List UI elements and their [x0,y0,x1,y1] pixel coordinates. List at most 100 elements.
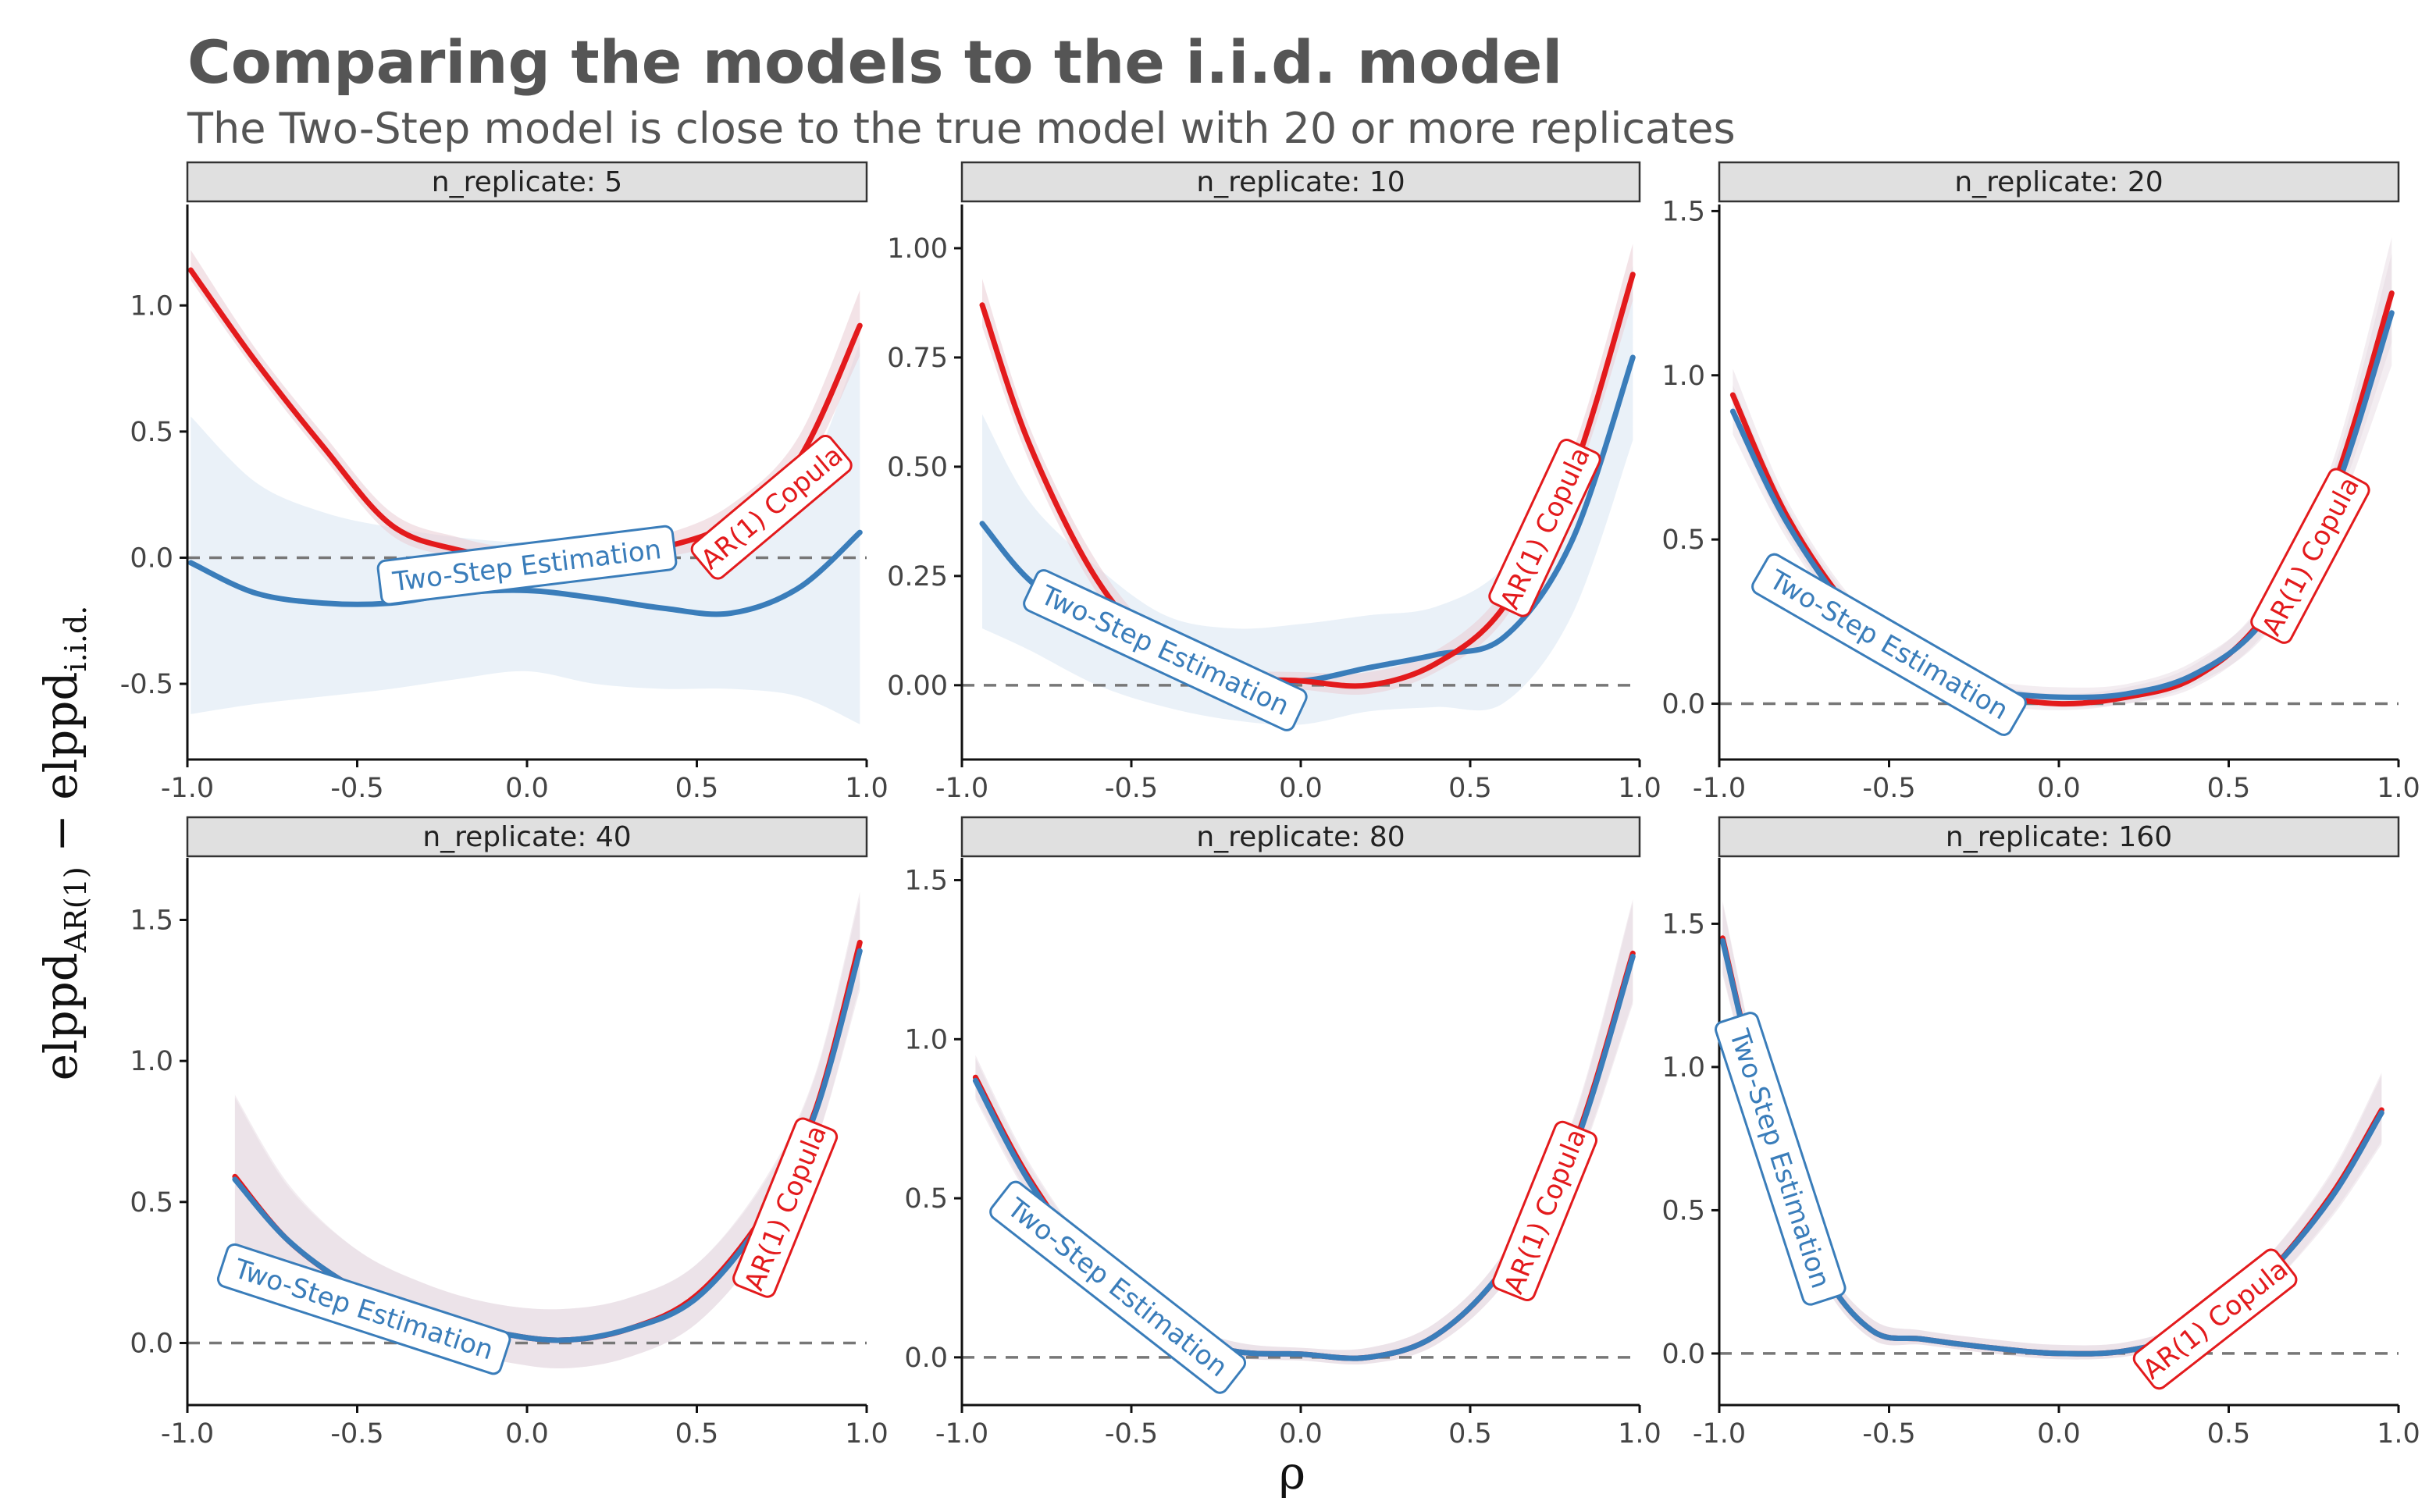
x-tick-label: 0.5 [675,773,719,804]
y-tick-label: 0.0 [130,1329,173,1360]
y-tick-label: 0.5 [130,417,173,448]
panels-group: n_replicate: 5 -1.0 -0.5 0.0 0.5 1.0 -0.5 0.0 0.… [120,161,2420,1450]
copula-curve-label: AR(1) Copula [2132,1248,2298,1390]
y-tick-label: 0.5 [904,1183,948,1215]
x-tick-label: 0.5 [2207,773,2251,804]
two-step-curve-label: Two-Step Estimation [1751,553,2027,736]
x-tick-label: 0.0 [2037,773,2081,804]
two-step-line [972,953,1636,1361]
two-step-curve-label-box [216,1243,511,1375]
y-axis-title-sub2: i.i.d. [59,606,93,672]
plot-area [1719,237,2399,710]
x-tick-label: -1.0 [935,773,988,804]
x-tick-label: 0.0 [1279,773,1323,804]
x-tick-label: -0.5 [330,773,383,804]
facet-strip-label: n_replicate: 80 [1196,821,1405,853]
y-tick-label: -0.5 [120,669,173,700]
copula-curve-label-text: AR(1) Copula [2256,471,2366,640]
x-tick-label: -0.5 [1105,773,1158,804]
y-tick-label: 0.0 [130,543,173,574]
chart-title: Comparing the models to the i.i.d. model [187,27,1562,97]
two-step-ci-band [191,343,860,724]
copula-curve-label-box [690,435,853,580]
facet-panel: n_replicate: 80 -1.0 -0.5 0.0 0.5 1.0 0.0 0.5 1.… [904,816,1661,1450]
x-tick-label: -1.0 [935,1418,988,1450]
two-step-curve-label-box [1751,553,2027,736]
y-tick-label: 0.0 [904,1343,948,1374]
x-tick-label: 0.0 [505,773,549,804]
x-tick-label: 0.0 [1279,1418,1323,1450]
two-step-curve-label-text: Two-Step Estimation [1001,1192,1234,1383]
copula-curve-label-box [732,1117,839,1298]
chart-subtitle: The Two-Step model is close to the true … [187,104,1736,153]
y-tick-label: 1.0 [1661,1052,1705,1083]
two-step-ci-band [982,265,1633,725]
facet-panel: n_replicate: 160 -1.0 -0.5 0.0 0.5 1.0 0.0 0.5 1… [1661,816,2420,1450]
facet-strip-label: n_replicate: 5 [432,166,622,198]
plot-area [962,899,1640,1365]
copula-ci-band [1733,237,2392,710]
x-tick-label: 1.0 [845,1418,889,1450]
x-tick-label: -1.0 [161,1418,214,1450]
y-tick-label: 0.5 [1661,1195,1705,1226]
two-step-curve-label-box [376,525,678,606]
facet-strip [186,816,868,858]
copula-curve-label: AR(1) Copula [1491,1120,1598,1301]
x-tick-label: -1.0 [161,773,214,804]
y-axis-title-base1: elppd [34,952,87,1080]
copula-curve-label-box [1488,439,1601,617]
two-step-line [187,529,863,617]
x-tick-label: -0.5 [330,1418,383,1450]
two-step-curve-label-box [989,1180,1247,1394]
facet-panel: n_replicate: 10 -1.0 -0.5 0.0 0.5 1.0 0.00 0.25… [887,161,1661,804]
x-tick-label: 1.0 [2377,773,2420,804]
y-tick-label: 0.25 [887,561,948,592]
facet-strip [186,161,868,203]
y-axis-title-base2: elppd [34,671,87,799]
two-step-curve-label: Two-Step Estimation [989,1180,1247,1394]
y-tick-label: 1.0 [904,1024,948,1055]
x-tick-label: 0.5 [1448,1418,1492,1450]
x-tick-label: 0.0 [2037,1418,2081,1450]
y-tick-label: 0.0 [1661,1339,1705,1370]
facet-strip [960,161,1641,203]
facet-panel: n_replicate: 40 -1.0 -0.5 0.0 0.5 1.0 0.0 0.5 1.… [130,816,889,1450]
two-step-line [1729,310,2395,700]
x-tick-label: 0.0 [505,1418,549,1450]
x-tick-label: 0.5 [1448,773,1492,804]
facet-strip-label: n_replicate: 20 [1954,166,2163,198]
y-tick-label: 1.5 [130,905,173,936]
facet-strip-label: n_replicate: 40 [422,821,631,853]
y-tick-label: 0.00 [887,671,948,702]
y-tick-label: 0.75 [887,343,948,374]
two-step-curve-label: Two-Step Estimation [1715,1012,1847,1306]
x-tick-label: 1.0 [1618,773,1661,804]
facet-strip [1718,816,2400,858]
y-tick-label: 1.5 [904,866,948,897]
copula-curve-label-box [1491,1120,1598,1301]
y-axis-title-sub1: AR(1) [59,866,93,953]
copula-curve-label-text: AR(1) Copula [2137,1254,2294,1386]
y-tick-label: 1.0 [130,1046,173,1077]
x-tick-label: -0.5 [1862,1418,1915,1450]
x-tick-label: -1.0 [1693,773,1746,804]
y-tick-label: 1.0 [130,290,173,322]
two-step-curve-label-text: Two-Step Estimation [1723,1025,1836,1292]
y-axis-title: elppdAR(1) − elppdi.i.d. [34,606,93,1081]
facet-strip-label: n_replicate: 160 [1946,821,2172,853]
y-tick-label: 0.0 [1661,688,1705,720]
facet-strip [960,816,1641,858]
x-tick-label: 1.0 [1618,1418,1661,1450]
x-tick-label: 0.5 [675,1418,719,1450]
y-axis-title-minus: − [34,800,87,866]
plot-area [962,244,1640,725]
copula-curve-label: AR(1) Copula [2250,468,2370,644]
two-step-curve-label-box [1715,1012,1847,1306]
copula-line [1729,290,2395,707]
x-tick-label: 1.0 [845,773,889,804]
copula-curve-label-box [2250,468,2370,644]
two-step-curve-label-box [1023,569,1308,731]
two-step-curve-label-text: Two-Step Estimation [1763,564,2013,726]
copula-curve-label-box [2132,1248,2298,1390]
